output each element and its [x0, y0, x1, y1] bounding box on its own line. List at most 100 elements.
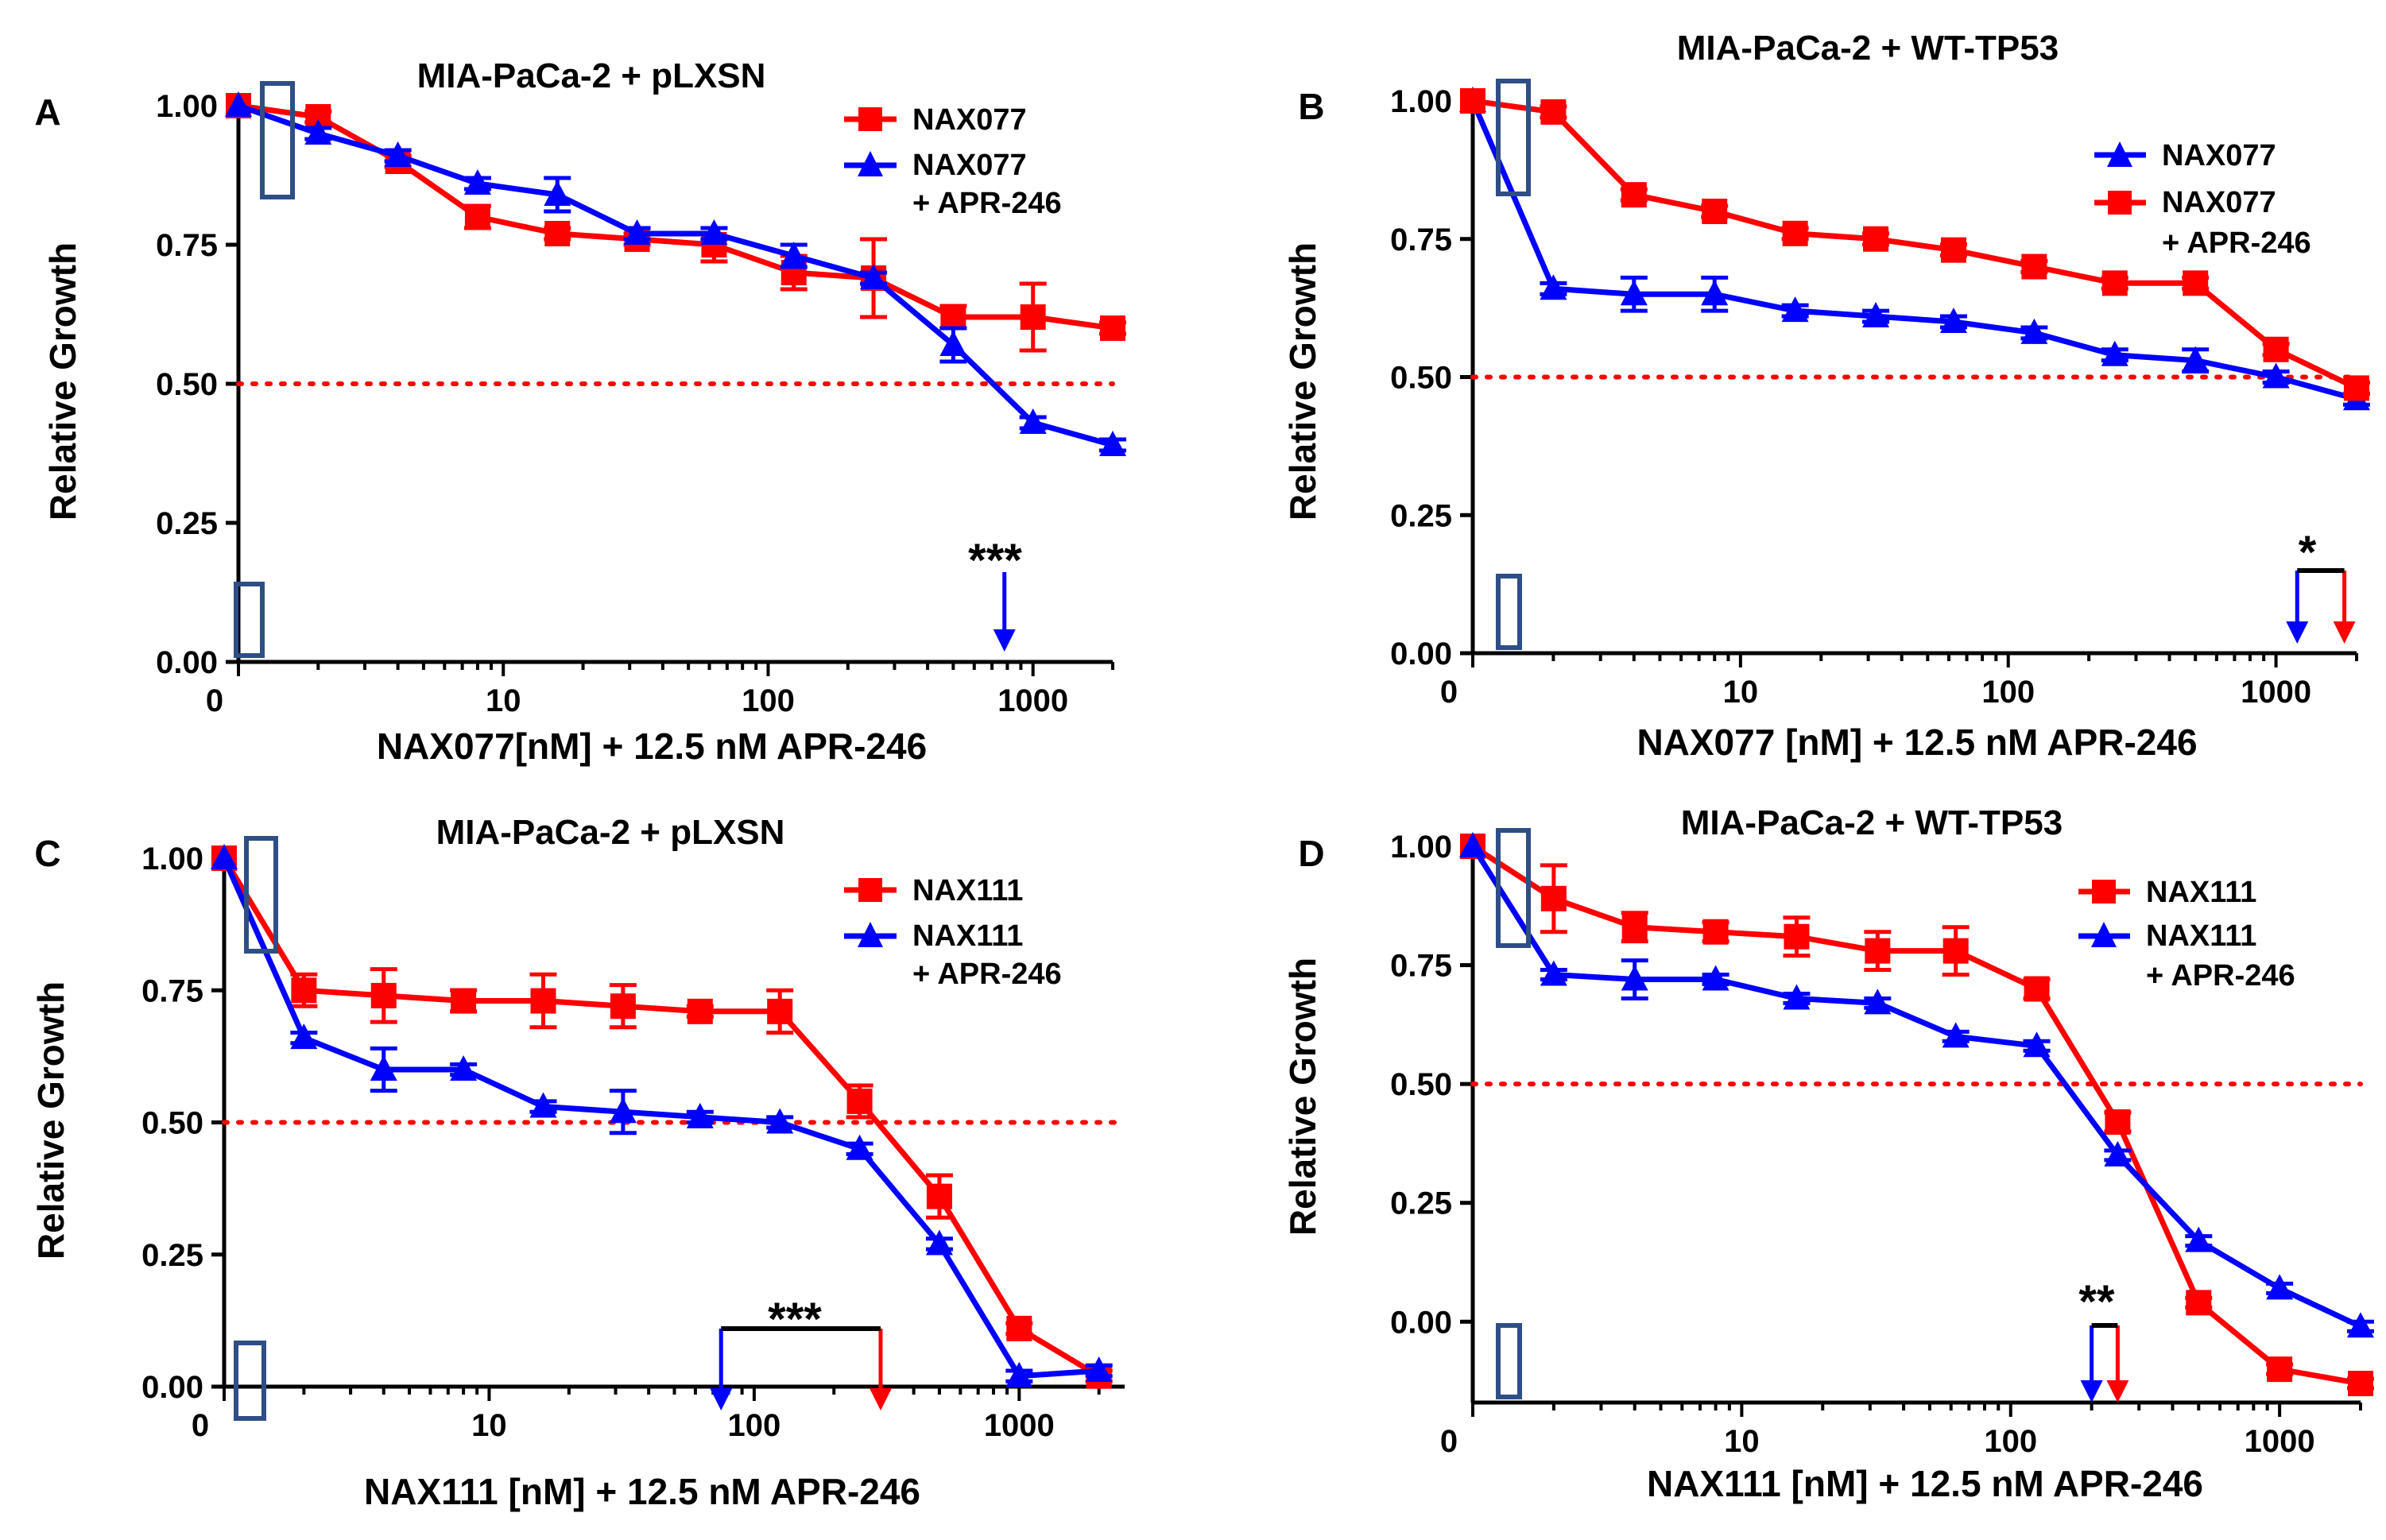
data-point [544, 221, 571, 246]
plot-a: 0.00 0.25 0.50 0.75 1.00 0 10 100 1000 [156, 89, 1126, 718]
x-tick-label: 1000 [2245, 1424, 2315, 1459]
significance-label: ** [2078, 1276, 2115, 1328]
legend-entry-2: NAX077 [912, 149, 1027, 182]
data-point [609, 1097, 637, 1124]
legend-entry-1: NAX077 [2162, 139, 2276, 172]
y-tick-label: 0.50 [141, 1106, 203, 1141]
significance-arrow-head [2080, 1380, 2103, 1403]
data-point [846, 1088, 873, 1114]
legend-triangle-marker [2091, 922, 2117, 947]
chart-title: MIA-PaCa-2 + WT-TP53 [1677, 29, 2059, 68]
legend-entry-1: NAX111 [912, 874, 1023, 907]
chart-title: MIA-PaCa-2 + pLXSN [436, 813, 785, 852]
data-point [2101, 270, 2128, 296]
axis-break-box [234, 1341, 266, 1421]
data-point [2262, 362, 2290, 389]
data-point [610, 993, 636, 1020]
legend-entry-3: + APR-246 [2162, 226, 2311, 260]
data-point [2183, 270, 2209, 296]
legend-entry-3: + APR-246 [2146, 959, 2295, 992]
y-axis-label: Relative Growth [1282, 242, 1323, 520]
data-point [1460, 88, 1485, 114]
x-tick-label: 100 [727, 1408, 780, 1443]
x-tick-label: 100 [742, 683, 795, 718]
series-line [1470, 99, 2357, 402]
y-tick-label: 0.00 [1390, 637, 1452, 671]
chart-title: MIA-PaCa-2 + WT-TP53 [1681, 803, 2063, 842]
legend-entry-2: NAX111 [912, 919, 1023, 953]
y-tick-label: 0.25 [1390, 498, 1452, 533]
data-point [450, 1055, 478, 1081]
plot-d: 0.00 0.25 0.50 0.75 1.00 0 10 100 1000 [1390, 830, 2374, 1459]
data-point [530, 988, 556, 1014]
data-point [2020, 318, 2048, 344]
data-point [1540, 960, 1567, 986]
x-tick-label: 100 [1981, 675, 2035, 710]
axis-break-box [1496, 1323, 1522, 1399]
significance-arrow-head [993, 629, 1016, 652]
y-tick-label: 0.00 [141, 1370, 203, 1405]
data-point [766, 1108, 794, 1134]
data-point [1781, 296, 1809, 323]
significance-label: *** [968, 535, 1022, 586]
data-point [2024, 976, 2050, 1002]
data-point [384, 141, 412, 167]
data-point [464, 204, 490, 230]
axis-break-box [234, 582, 265, 658]
data-point [1702, 919, 1729, 945]
y-tick-label: 0.25 [156, 506, 218, 541]
data-point [700, 219, 728, 245]
x-tick-label: 10 [1723, 675, 1759, 710]
data-point [2021, 253, 2047, 280]
data-point [225, 91, 252, 117]
data-point [687, 998, 713, 1024]
data-point [2344, 375, 2369, 401]
x-tick-label: 1000 [997, 683, 1068, 718]
data-point [860, 264, 888, 289]
legend-entry-3: + APR-246 [912, 958, 1062, 991]
x-tick-label: 0 [1440, 675, 1458, 710]
y-tick-label: 0.50 [156, 367, 218, 402]
x-tick-label: 100 [1984, 1424, 2037, 1459]
data-point [1020, 304, 1046, 330]
data-point [291, 977, 317, 1004]
data-point [1621, 914, 1648, 940]
panel-letter: D [1298, 833, 1324, 874]
data-point [926, 1183, 952, 1209]
data-point [2347, 1312, 2374, 1338]
data-point [1702, 965, 1729, 991]
y-tick-label: 0.75 [156, 228, 218, 263]
data-point [1459, 832, 1486, 857]
data-point [451, 988, 477, 1014]
data-point [1863, 226, 1889, 252]
data-point [304, 119, 332, 145]
data-point [1621, 965, 1648, 991]
data-point [1862, 302, 1890, 328]
axis-break-box [1496, 574, 1522, 650]
legend-triangle-marker [858, 151, 883, 176]
data-point [211, 844, 238, 869]
y-tick-label: 0.50 [1390, 361, 1452, 396]
data-point [370, 1055, 397, 1081]
panel-letter: B [1298, 86, 1324, 127]
legend: NAX077 NAX077 + APR-246 [2094, 139, 2311, 260]
legend-square-marker [858, 878, 882, 902]
legend-entry-2: NAX111 [2146, 919, 2256, 953]
y-tick-label: 1.00 [1390, 830, 1452, 865]
chart-title: MIA-PaCa-2 + pLXSN [417, 56, 766, 95]
data-point [2263, 336, 2289, 362]
y-tick-label: 0.50 [1390, 1067, 1452, 1102]
significance-label: * [2299, 527, 2317, 578]
axis-break-box [1496, 828, 1531, 948]
y-tick-label: 0.75 [1390, 222, 1452, 257]
data-point [1864, 989, 1892, 1015]
significance-label: *** [768, 1294, 822, 1345]
data-point [686, 1102, 714, 1128]
panel-c: C MIA-PaCa-2 + pLXSN Relative Growth NAX… [30, 813, 1062, 1512]
plot-c: 0.00 0.25 0.50 0.75 1.00 0 10 100 1000 [141, 842, 1127, 1443]
axis-break-box [260, 81, 295, 199]
data-point [1540, 274, 1567, 300]
significance-arrow-head [869, 1388, 892, 1410]
axis-break-box [1496, 79, 1531, 196]
